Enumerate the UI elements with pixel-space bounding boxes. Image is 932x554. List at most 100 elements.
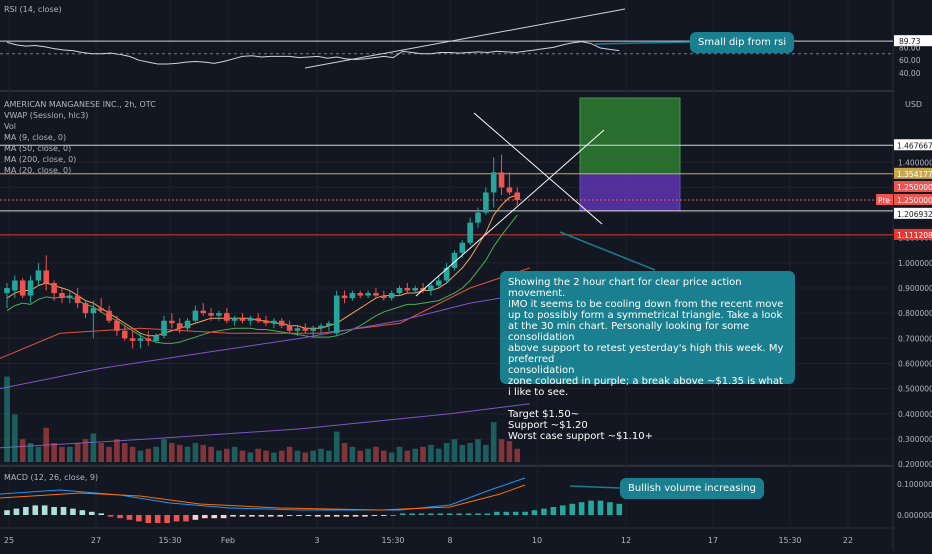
volume-bar	[326, 450, 332, 462]
currency-label: USD	[905, 100, 922, 109]
macd-histogram-bar	[390, 515, 397, 516]
macd-tick: 0.100000	[897, 480, 932, 489]
macd-histogram-bar	[23, 507, 29, 515]
candle-body	[216, 313, 222, 316]
moving-averages	[0, 194, 531, 449]
rsi-callout[interactable]: Small dip from rsi	[690, 32, 795, 53]
rsi-callout-pointer	[594, 41, 691, 45]
volume-bar	[51, 443, 57, 462]
volume-bar	[184, 446, 191, 462]
volume-bar	[263, 450, 269, 462]
candle-body	[467, 222, 473, 243]
ma20-line	[6, 214, 518, 344]
volume-bar	[506, 441, 513, 462]
volume-bar	[161, 439, 167, 462]
volume-bar	[498, 439, 505, 462]
candle-body	[106, 310, 112, 321]
level-tag-label: 1.206932	[897, 210, 932, 219]
level-tag-label: 1.354177	[897, 170, 932, 179]
volume-bar	[176, 444, 183, 462]
pre-tag-label: Pre	[878, 196, 890, 205]
volume-bar	[428, 444, 434, 462]
candle-body	[43, 270, 50, 283]
level-tag	[894, 207, 932, 219]
pre-tag	[876, 194, 893, 205]
volume-bar	[435, 448, 442, 462]
time-tick: Feb	[221, 536, 235, 545]
candle-body	[475, 212, 481, 223]
ascending-trendline	[415, 129, 605, 297]
macd-histogram-bar	[559, 505, 566, 515]
time-axis: 25 27 15:30 Feb 3 15:30 8 10 12 17 15:30 22	[4, 536, 853, 545]
volume-bar	[318, 448, 324, 462]
macd-histogram-bar	[154, 515, 161, 523]
volume-bar	[208, 446, 214, 462]
macd-histogram-bar	[607, 502, 613, 515]
rsi-tick: 40.00	[899, 69, 921, 78]
volume-bar	[129, 446, 136, 462]
candle-body	[208, 313, 214, 316]
candle-body	[4, 288, 10, 294]
macd-histogram-bar	[51, 507, 57, 515]
symbol-title: AMERICAN MANGANESE INC., 2h, OTC	[4, 100, 156, 109]
macd-histogram-bar	[531, 510, 538, 515]
macd-callout[interactable]: Bullish volume increasing	[620, 478, 764, 499]
candle-body	[67, 295, 73, 299]
analysis-callout-text: Showing the 2 hour chart for clear price…	[508, 277, 784, 442]
macd-histogram-bar	[418, 513, 425, 515]
macd-legend[interactable]: MACD (12, 26, close, 9)	[4, 472, 98, 483]
candle-body	[381, 295, 387, 299]
macd-histogram-bar	[296, 515, 302, 516]
legend-ma200: MA (200, close, 0)	[4, 155, 77, 164]
candles	[4, 154, 521, 349]
macd-histogram-bar	[409, 513, 415, 515]
candle-body	[451, 252, 458, 268]
macd-histogram-bar	[164, 515, 170, 523]
price-levels	[0, 144, 893, 236]
candle-body	[200, 310, 207, 314]
candle-body	[169, 320, 175, 324]
macd-histogram-bar	[286, 515, 293, 516]
volume-bar	[59, 446, 65, 462]
candle-body	[129, 338, 136, 341]
volume-bar	[302, 452, 309, 462]
candle-body	[357, 293, 364, 296]
time-tick: 12	[621, 536, 631, 545]
time-tick: 10	[532, 536, 542, 545]
macd-histogram-bar	[277, 515, 283, 517]
time-tick: 15:30	[158, 536, 181, 545]
rsi-tick: 60.00	[899, 56, 921, 65]
candle-body	[51, 282, 57, 294]
candle-body	[263, 320, 269, 324]
volume-bar	[43, 427, 50, 462]
time-tick: 8	[447, 536, 452, 545]
volume-bar	[333, 431, 340, 462]
candle-body	[294, 328, 301, 331]
candle-body	[388, 293, 395, 299]
volume-bar	[27, 443, 34, 462]
rsi-callout-text: Small dip from rsi	[698, 37, 787, 48]
macd-histogram-bar	[465, 513, 472, 515]
volume-bar	[451, 439, 458, 462]
volume-bar	[153, 446, 159, 462]
volume-bar	[200, 444, 207, 462]
candle-body	[121, 330, 128, 339]
rsi-legend[interactable]: RSI (14, close)	[4, 4, 62, 15]
price-tick: 1.400000	[898, 158, 932, 167]
volume-bar	[294, 450, 301, 462]
candle-body	[114, 320, 120, 331]
candle-body	[412, 288, 418, 291]
rsi-top-tag-label: 89.73	[899, 37, 921, 46]
consolidation-zone	[579, 173, 681, 212]
candle-body	[349, 293, 356, 299]
candle-body	[443, 267, 450, 281]
macd-histogram-bar	[371, 515, 378, 516]
macd-histogram-bar	[79, 510, 86, 515]
analysis-callout[interactable]: Showing the 2 hour chart for clear price…	[500, 271, 795, 442]
volume-bar	[90, 433, 97, 462]
volume-bar	[420, 446, 426, 462]
macd-histogram-bar	[437, 513, 444, 515]
price-legend[interactable]: AMERICAN MANGANESE INC., 2h, OTC VWAP (S…	[4, 99, 156, 176]
candle-body	[153, 335, 159, 341]
macd-histogram-bar	[211, 515, 218, 519]
